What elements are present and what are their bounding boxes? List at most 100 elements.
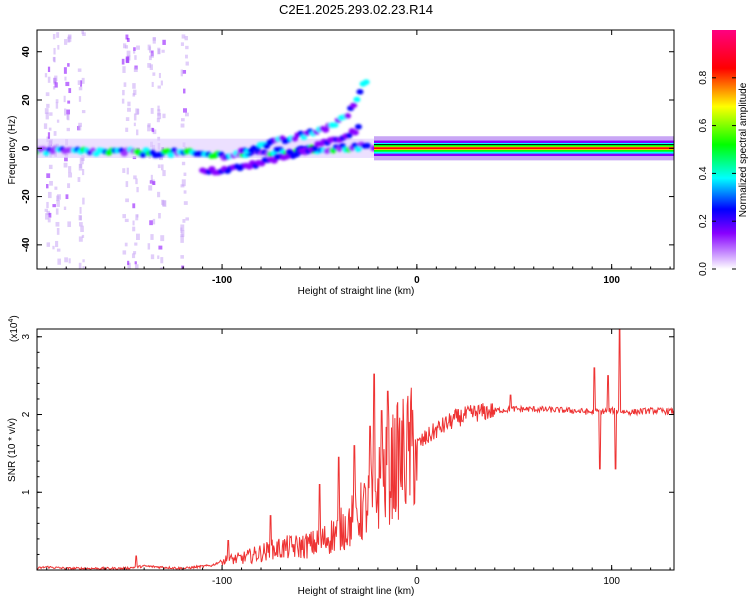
noise-speck [56, 32, 60, 38]
noise-speck [56, 200, 60, 207]
noise-speck [181, 230, 185, 237]
noise-speck [52, 245, 55, 250]
noise-speck [67, 221, 72, 228]
noise-speck [55, 99, 59, 104]
noise-speck [135, 178, 138, 185]
carrier-band [374, 136, 674, 161]
noise-speck [65, 194, 69, 200]
noise-speck [180, 255, 184, 259]
noise-speck [82, 197, 85, 205]
figure-title: C2E1.2025.293.02.23.R14 [279, 2, 433, 17]
noise-speck [147, 243, 151, 250]
noise-speck [77, 68, 82, 72]
noise-speck [122, 250, 127, 255]
noise-speck [161, 49, 165, 53]
spectrogram-frame [36, 29, 675, 270]
noise-speck [123, 82, 127, 87]
spectrogram-ticks: -100 0 100 -40 -20 0 20 40 [21, 30, 674, 286]
noise-speck [184, 35, 188, 41]
noise-speck [151, 127, 155, 133]
noise-speck [133, 67, 138, 73]
noise-speck [185, 54, 188, 59]
noise-speck [180, 224, 185, 231]
noise-speck [148, 185, 153, 191]
ridge-blob [331, 122, 339, 128]
noise-speck [78, 222, 83, 227]
noise-speck [161, 164, 164, 171]
snr-frame [36, 328, 675, 571]
noise-speck [184, 112, 189, 117]
noise-speck [180, 236, 184, 243]
spectral-ridge [238, 79, 370, 155]
noise-speck [46, 242, 51, 247]
ridge-blob [344, 113, 352, 119]
noise-speck [55, 102, 59, 109]
noise-speck [68, 88, 72, 94]
noise-speck [162, 200, 166, 206]
noise-speck [181, 34, 186, 39]
noise-speck [124, 45, 129, 49]
noise-speck [79, 163, 82, 169]
noise-speck [123, 43, 127, 49]
noise-speck [132, 83, 136, 89]
noise-speck [131, 253, 136, 259]
y-tick-label: 3 [21, 334, 32, 340]
snr-panel: -100 0 100 1 2 3 Height of straight line (km)… [7, 315, 675, 597]
noise-speck [135, 233, 140, 241]
ridge-blob [363, 142, 371, 149]
ridge-blob [351, 129, 359, 136]
ridge-blob [362, 79, 370, 85]
noise-speck [64, 39, 68, 45]
noise-speck [54, 75, 58, 82]
noise-speck [82, 266, 85, 269]
noise-speck [162, 39, 166, 45]
noise-speck [81, 110, 86, 114]
noise-speck [160, 257, 164, 264]
noise-speck [78, 262, 82, 269]
y-tick-label: 0 [21, 145, 32, 151]
noise-speck [132, 203, 136, 209]
noise-speck [125, 56, 130, 63]
noise-speck [180, 123, 185, 128]
noise-speck [77, 80, 81, 85]
noise-speck [46, 210, 51, 216]
colorbar-tick-label: 0.8 [698, 70, 709, 84]
noise-speck [152, 37, 156, 41]
spectrogram-ylabel: Frequency (Hz) [7, 116, 18, 185]
noise-speck [46, 103, 50, 108]
noise-speck [53, 47, 56, 55]
noise-speck [162, 113, 166, 119]
noise-speck [125, 181, 129, 188]
noise-speck [67, 63, 70, 67]
noise-speck [80, 225, 84, 233]
noise-speck [134, 55, 137, 60]
noise-speck [134, 261, 137, 265]
noise-speck [48, 164, 53, 170]
noise-speck [78, 236, 83, 242]
noise-speck [81, 77, 85, 84]
noise-speck [180, 69, 184, 77]
noise-speck [181, 179, 186, 187]
ridge-blob [283, 154, 291, 160]
noise-speck [157, 48, 161, 54]
noise-speck [63, 95, 66, 103]
noise-speck [52, 56, 56, 61]
snr-multiplier-close: ) [9, 315, 20, 318]
noise-speck [182, 108, 187, 113]
x-tick-label: 100 [603, 576, 620, 587]
spectrogram-panel: -100 0 100 -40 -20 0 20 40 Height of straight l… [7, 29, 675, 297]
noise-speck [127, 260, 130, 265]
noise-speck [64, 157, 68, 162]
noise-speck [49, 180, 53, 186]
noise-speck [147, 124, 151, 132]
noise-speck [183, 190, 187, 194]
x-tick-label: -100 [212, 275, 232, 286]
noise-speck [121, 98, 125, 104]
snr-multiplier: (x104) [8, 315, 20, 342]
noise-speck [182, 219, 186, 223]
noise-speck [136, 214, 139, 218]
noise-speck [133, 113, 137, 121]
noise-speck [150, 174, 153, 181]
noise-speck [152, 129, 157, 135]
noise-speck [54, 186, 58, 190]
